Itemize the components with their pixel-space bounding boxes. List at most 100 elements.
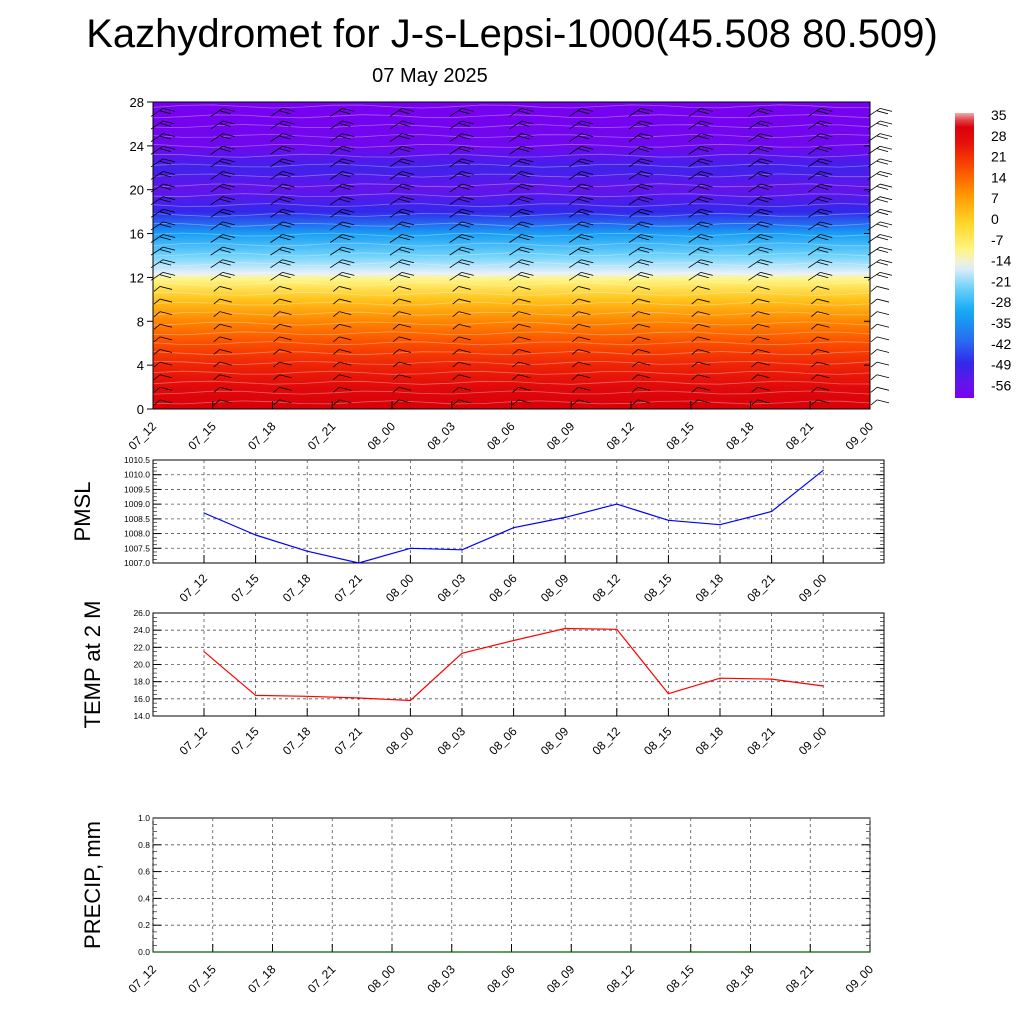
colorbar-label: -56 [991, 377, 1011, 393]
y-tick-label: 0 [137, 402, 144, 417]
data-point [203, 512, 205, 514]
y-tick-label: 16 [130, 227, 144, 242]
y-tick-label: 1.0 [138, 813, 150, 823]
data-point [719, 677, 721, 679]
x-tick-label: 08_12 [589, 571, 623, 605]
x-tick-label: 09_00 [796, 571, 830, 605]
y-tick-label: 1008.0 [124, 529, 150, 539]
x-tick-label: 08_06 [484, 962, 518, 996]
colorbar-label: 7 [991, 190, 999, 206]
colorbar-label: -35 [991, 315, 1011, 331]
colorbar-label: -7 [991, 232, 1004, 248]
colorbar-label: 21 [991, 149, 1007, 165]
x-tick-label: 08_15 [663, 419, 697, 453]
data-point [461, 549, 463, 551]
x-tick-label: 07_15 [228, 571, 262, 605]
x-tick-label: 07_15 [185, 419, 219, 453]
x-tick-label: 08_21 [783, 962, 817, 996]
y-axis-label: TEMP at 2 M [80, 601, 105, 729]
colorbar-label: -49 [991, 357, 1011, 373]
x-tick-label: 07_18 [280, 571, 314, 605]
y-tick-label: 0.6 [138, 867, 150, 877]
page-subtitle: 07 May 2025 [372, 65, 488, 87]
data-point [570, 951, 572, 953]
x-tick-label: 08_09 [538, 571, 572, 605]
x-tick-label: 08_18 [723, 962, 757, 996]
y-tick-label: 26.0 [133, 608, 150, 618]
data-point [616, 503, 618, 505]
data-point [616, 628, 618, 630]
precip-chart: 0.0 0.2 0.4 0.6 0.8 1.0 07_12 07_15 07_18 07_21 08… [80, 813, 876, 996]
data-point [451, 951, 453, 953]
data-point [461, 652, 463, 654]
y-tick-label: 0.8 [138, 840, 150, 850]
x-tick-label: 07_21 [305, 419, 339, 453]
wind-barbs [150, 108, 893, 406]
x-tick-label: 08_00 [365, 962, 399, 996]
data-point [667, 693, 670, 695]
x-tick-label: 07_15 [228, 724, 262, 758]
x-tick-label: 08_00 [383, 571, 417, 605]
x-tick-label: 09_00 [796, 724, 830, 758]
x-tick-label: 08_03 [435, 571, 469, 605]
panel-frame [152, 459, 885, 564]
x-tick-label: 08_06 [484, 419, 518, 453]
data-point [391, 951, 393, 953]
x-tick-label: 08_09 [544, 419, 578, 453]
y-tick-label: 18.0 [133, 677, 150, 687]
colorbar-label: -14 [991, 253, 1011, 269]
data-point [203, 651, 205, 653]
data-point [564, 627, 566, 630]
data-point [306, 550, 308, 552]
data-point [667, 519, 670, 521]
colorbar-label: -28 [991, 294, 1011, 310]
x-tick-label: 07_12 [126, 419, 160, 453]
x-tick-label: 08_00 [365, 419, 399, 453]
data-point [564, 516, 566, 519]
data-point [358, 562, 360, 564]
y-tick-label: 1009.0 [124, 499, 150, 509]
x-tick-label: 09_00 [843, 962, 877, 996]
x-tick-label: 07_21 [305, 962, 339, 996]
pmsl-chart: 1007.0 1007.5 1008.0 1008.5 1009.0 1009.5 1010… [70, 455, 885, 605]
x-tick-label: 08_12 [604, 962, 638, 996]
page-title: Kazhydromet for J-s-Lepsi-1000(45.508 80… [86, 12, 938, 56]
x-tick-label: 08_21 [744, 571, 778, 605]
contour-lines [152, 104, 871, 405]
x-tick-label: 08_15 [641, 571, 675, 605]
data-point [255, 694, 257, 697]
colorbar-label: 28 [991, 128, 1007, 144]
data-point [719, 524, 721, 526]
data-point [510, 951, 513, 953]
data-point [331, 951, 333, 953]
y-tick-label: 1007.0 [124, 558, 150, 568]
colorbar-scale [955, 113, 974, 398]
data-point [749, 951, 752, 953]
x-tick-label: 07_21 [331, 571, 365, 605]
data-point [409, 547, 411, 549]
data-point [809, 951, 811, 953]
data-point [771, 510, 773, 513]
x-tick-label: 08_06 [486, 571, 520, 605]
x-tick-label: 07_12 [126, 962, 160, 996]
x-tick-label: 08_03 [424, 419, 458, 453]
data-point [271, 951, 274, 953]
x-tick-label: 07_18 [245, 962, 279, 996]
data-point [255, 534, 257, 536]
x-tick-label: 07_18 [280, 724, 314, 758]
x-tick-label: 08_21 [783, 419, 817, 453]
x-tick-label: 08_03 [424, 962, 458, 996]
x-tick-label: 07_21 [331, 724, 365, 758]
x-tick-label: 09_00 [843, 419, 877, 453]
x-tick-label: 07_15 [185, 962, 219, 996]
x-tick-label: 07_12 [177, 571, 211, 605]
data-point [358, 697, 360, 699]
x-tick-label: 08_18 [693, 571, 727, 605]
y-tick-label: 12 [130, 270, 144, 285]
x-tick-label: 08_06 [486, 724, 520, 758]
y-tick-label: 24.0 [133, 625, 150, 635]
x-tick-label: 07_12 [177, 724, 211, 758]
x-tick-label: 08_15 [641, 724, 675, 758]
y-axis-label: PMSL [70, 482, 95, 542]
